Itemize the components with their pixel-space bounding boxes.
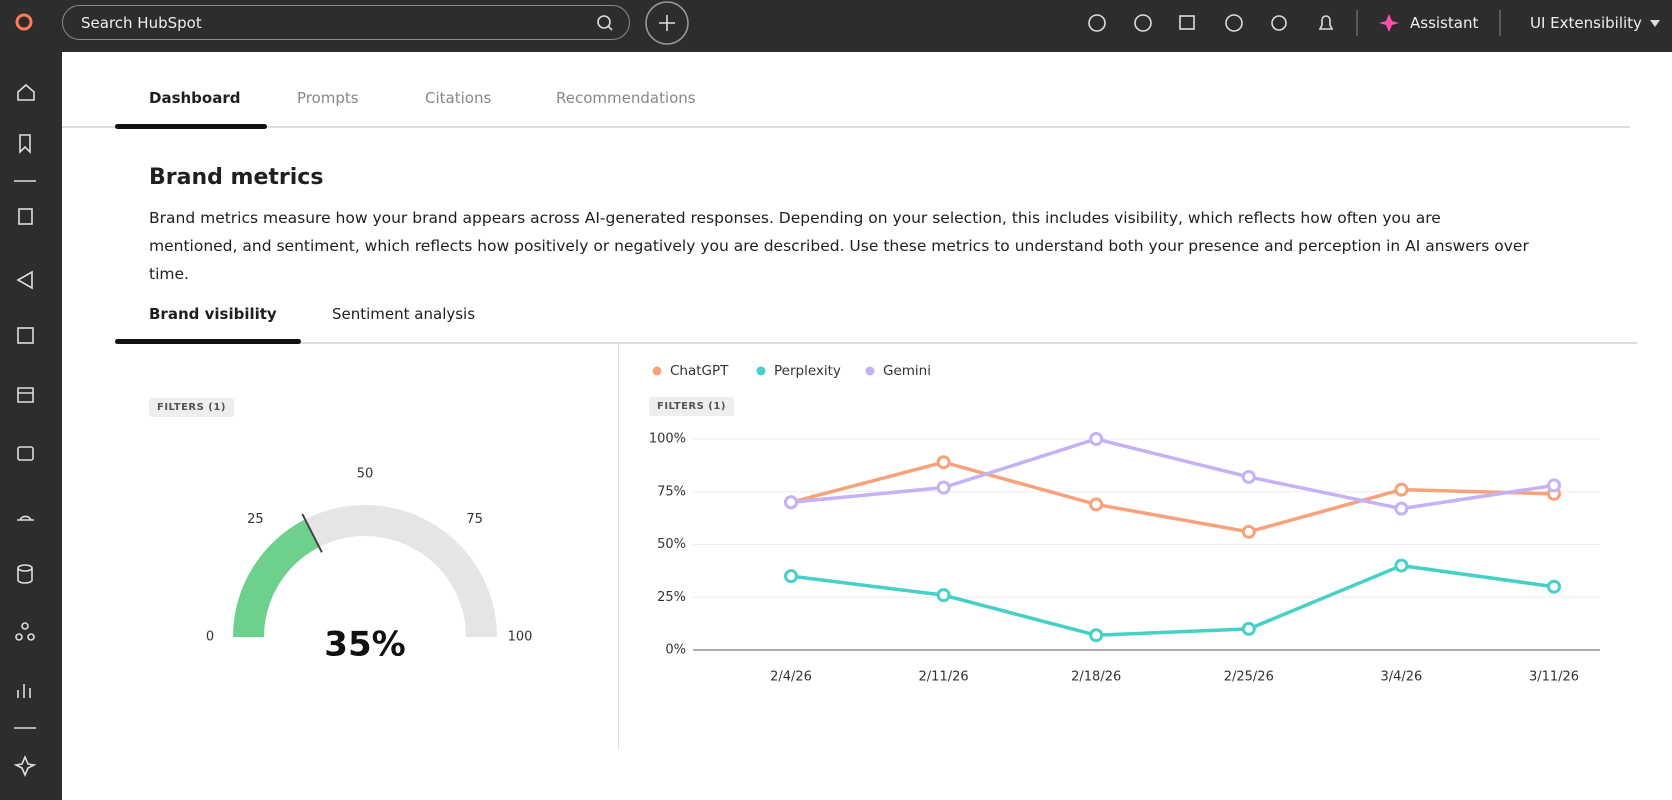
data-point <box>1547 478 1561 493</box>
gauge-fill <box>233 519 320 637</box>
legend-swatch <box>865 366 875 376</box>
data-point <box>936 588 951 603</box>
gauge-needle <box>301 513 323 553</box>
gauge-value-label: 35% <box>324 625 405 665</box>
legend-label: Gemini <box>883 363 931 379</box>
legend-swatch <box>652 366 662 376</box>
data-point <box>784 495 798 510</box>
data-point <box>1089 432 1104 446</box>
subtab-indicator <box>115 339 301 344</box>
x-tick-label: 3/4/26 <box>1380 670 1422 685</box>
data-point <box>1089 497 1104 512</box>
data-point <box>1394 558 1409 573</box>
filters-button[interactable]: FILTERS (1) <box>649 397 734 416</box>
y-tick-label: 50% <box>657 537 686 552</box>
data-point <box>1241 469 1256 484</box>
y-tick-label: 0% <box>665 643 686 658</box>
data-point <box>936 455 951 470</box>
sidebar <box>0 52 62 800</box>
legend-label: Perplexity <box>774 363 841 379</box>
tab[interactable]: Recommendations <box>556 89 696 107</box>
section-description: Brand metrics measure how your brand app… <box>149 209 1529 283</box>
data-point <box>936 480 951 495</box>
legend-label: ChatGPT <box>670 363 729 379</box>
gauge-tick-label: 100 <box>508 630 533 645</box>
subtab[interactable]: Sentiment analysis <box>332 305 476 323</box>
gauge-tick-label: 50 <box>357 467 374 482</box>
data-point <box>1394 501 1409 516</box>
subtab-divider <box>115 342 1637 344</box>
section-title: Brand metrics <box>149 165 324 190</box>
data-point <box>1241 621 1256 636</box>
account-menu[interactable]: UI Extensibility <box>1530 14 1642 32</box>
top-bar <box>0 0 1672 52</box>
data-point <box>1394 482 1409 497</box>
y-tick-label: 100% <box>649 432 686 447</box>
series-line <box>790 437 1555 511</box>
legend-swatch <box>756 366 766 376</box>
tab[interactable]: Prompts <box>297 89 359 107</box>
tab[interactable]: Dashboard <box>149 89 241 107</box>
x-tick-label: 3/11/26 <box>1529 670 1579 685</box>
data-point <box>1547 579 1561 594</box>
assistant[interactable]: Assistant <box>1410 14 1479 32</box>
panel-divider <box>618 344 619 750</box>
data-point <box>1241 524 1256 539</box>
x-tick-label: 2/25/26 <box>1224 670 1274 685</box>
x-tick-label: 2/4/26 <box>770 670 812 685</box>
tab[interactable]: Citations <box>425 89 492 107</box>
y-tick-label: 25% <box>657 590 686 605</box>
series-line <box>790 563 1555 637</box>
filters-button[interactable]: FILTERS (1) <box>149 398 234 417</box>
data-point <box>1089 628 1104 643</box>
tab-indicator <box>115 124 267 129</box>
gauge-tick-label: 25 <box>247 512 264 527</box>
x-tick-label: 2/11/26 <box>919 670 969 685</box>
y-tick-label: 75% <box>657 484 686 499</box>
gauge-tick-label: 75 <box>466 512 483 527</box>
x-tick-label: 2/18/26 <box>1071 670 1121 685</box>
data-point <box>784 569 798 584</box>
subtab[interactable]: Brand visibility <box>149 305 277 323</box>
series-line <box>790 460 1555 534</box>
tab-divider <box>62 126 1630 128</box>
gauge-tick-label: 0 <box>206 630 214 645</box>
nav-icons <box>13 13 37 778</box>
search-box[interactable]: Search HubSpot <box>62 5 630 40</box>
top-icons <box>597 1 1660 45</box>
